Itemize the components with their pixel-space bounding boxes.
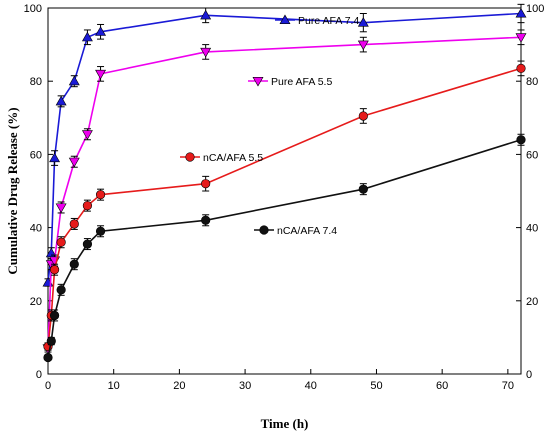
x-tick-label: 20 <box>173 380 185 392</box>
data-point <box>201 179 211 189</box>
y-axis-right: 0 20 40 60 80 100 <box>516 3 544 381</box>
x-tick-label: 50 <box>370 380 382 392</box>
legend-entry-1: Pure AFA 7.4 <box>275 14 359 27</box>
legend-marker <box>279 14 291 25</box>
y-tick-label-left: 100 <box>24 3 42 15</box>
legend-label: Pure AFA 7.4 <box>298 15 359 27</box>
data-point <box>81 31 93 42</box>
data-point <box>95 226 106 236</box>
y-tick-label-left: 0 <box>36 369 42 381</box>
series-line <box>47 12 522 283</box>
y-tick-label-right: 60 <box>526 149 538 161</box>
legend-label: nCA/AFA 7.4 <box>277 225 337 237</box>
x-tick-label: 0 <box>45 380 51 392</box>
y-tick-label-left: 20 <box>30 296 42 308</box>
series-4 <box>43 133 526 363</box>
x-tick-label: 40 <box>305 380 317 392</box>
data-point <box>69 259 79 269</box>
legend-entry-2: Pure AFA 5.5 <box>248 76 332 88</box>
data-point <box>68 157 80 168</box>
data-point <box>82 239 93 249</box>
data-point <box>516 63 526 73</box>
data-point <box>49 152 61 163</box>
data-point <box>95 26 107 36</box>
x-axis: 0 10 20 30 40 50 60 70 <box>45 369 514 392</box>
data-point <box>43 352 53 363</box>
y-tick-label-left: 60 <box>30 149 42 161</box>
legend-entry-3: nCA/AFA 5.5 <box>180 152 263 164</box>
legend-entry-4: nCA/AFA 7.4 <box>254 225 337 237</box>
x-tick-label: 60 <box>436 380 448 392</box>
data-point <box>81 130 93 140</box>
x-axis-title: Time (h) <box>261 416 309 431</box>
data-point <box>46 336 56 346</box>
data-point <box>515 7 527 18</box>
data-point <box>201 215 211 225</box>
data-point <box>357 17 369 27</box>
data-point <box>95 69 107 80</box>
legend-label: nCA/AFA 5.5 <box>203 152 263 164</box>
data-point <box>49 310 60 321</box>
x-tick-label: 30 <box>239 380 251 392</box>
plot-area-frame <box>47 7 522 375</box>
data-point <box>200 47 212 58</box>
y-tick-label-right: 40 <box>526 223 538 235</box>
x-tick-label: 70 <box>502 380 514 392</box>
data-point <box>516 135 526 145</box>
legend-label: Pure AFA 5.5 <box>271 76 332 88</box>
y-tick-label-right: 100 <box>526 3 544 15</box>
legend-labels: Pure AFA 7.4 Pure AFA 5.5 nCA/AFA 5.5 nCA/A… <box>180 14 359 237</box>
y-axis-left: 0 20 40 60 80 100 <box>24 3 53 381</box>
series-3 <box>43 60 526 352</box>
data-point <box>200 9 212 20</box>
series-layer <box>42 3 527 363</box>
series-1 <box>42 3 527 287</box>
data-point <box>55 95 67 106</box>
data-point <box>95 190 106 200</box>
y-tick-label-right: 20 <box>526 296 538 308</box>
legend-marker <box>259 225 269 235</box>
data-point <box>358 111 368 121</box>
y-tick-label-left: 80 <box>30 76 42 88</box>
legend-marker <box>185 152 195 162</box>
y-tick-label-right: 80 <box>526 76 538 88</box>
y-tick-label-right: 0 <box>526 369 532 381</box>
data-point <box>56 285 66 295</box>
data-point <box>69 219 79 229</box>
data-point <box>55 203 67 214</box>
data-point <box>358 184 368 194</box>
y-axis-title: Cumulative Drug Release (%) <box>5 107 20 274</box>
data-point <box>357 40 369 51</box>
data-point <box>49 265 60 275</box>
data-point <box>68 75 80 86</box>
series-line <box>47 67 522 347</box>
y-tick-label-left: 40 <box>30 223 42 235</box>
legend-marker <box>252 76 264 87</box>
data-point <box>56 237 66 247</box>
x-tick-label: 10 <box>108 380 120 392</box>
data-point <box>82 201 93 211</box>
series-line <box>47 138 522 358</box>
data-point <box>515 33 527 43</box>
